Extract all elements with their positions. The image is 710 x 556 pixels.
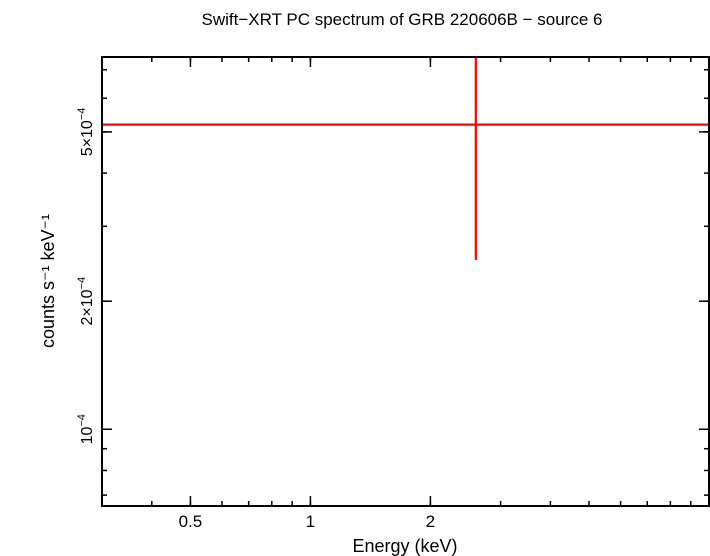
x-axis-label: Energy (keV) (352, 536, 457, 556)
x-tick-label: 2 (426, 512, 435, 531)
y-tick-label: 10−4 (76, 414, 96, 444)
x-tick-label: 0.5 (179, 512, 203, 531)
data-layer (102, 57, 709, 260)
y-tick-label: 2×10−4 (76, 277, 96, 326)
tick-labels: 0.5 1 2 10−4 2×10−4 5×10−4 (76, 108, 435, 531)
x-tick-label: 1 (306, 512, 315, 531)
y-axis-label: counts s⁻¹ keV⁻¹ (38, 214, 58, 348)
chart-title: Swift−XRT PC spectrum of GRB 220606B − s… (202, 10, 603, 29)
y-tick-label: 5×10−4 (76, 108, 96, 157)
plot-frame (101, 56, 710, 507)
